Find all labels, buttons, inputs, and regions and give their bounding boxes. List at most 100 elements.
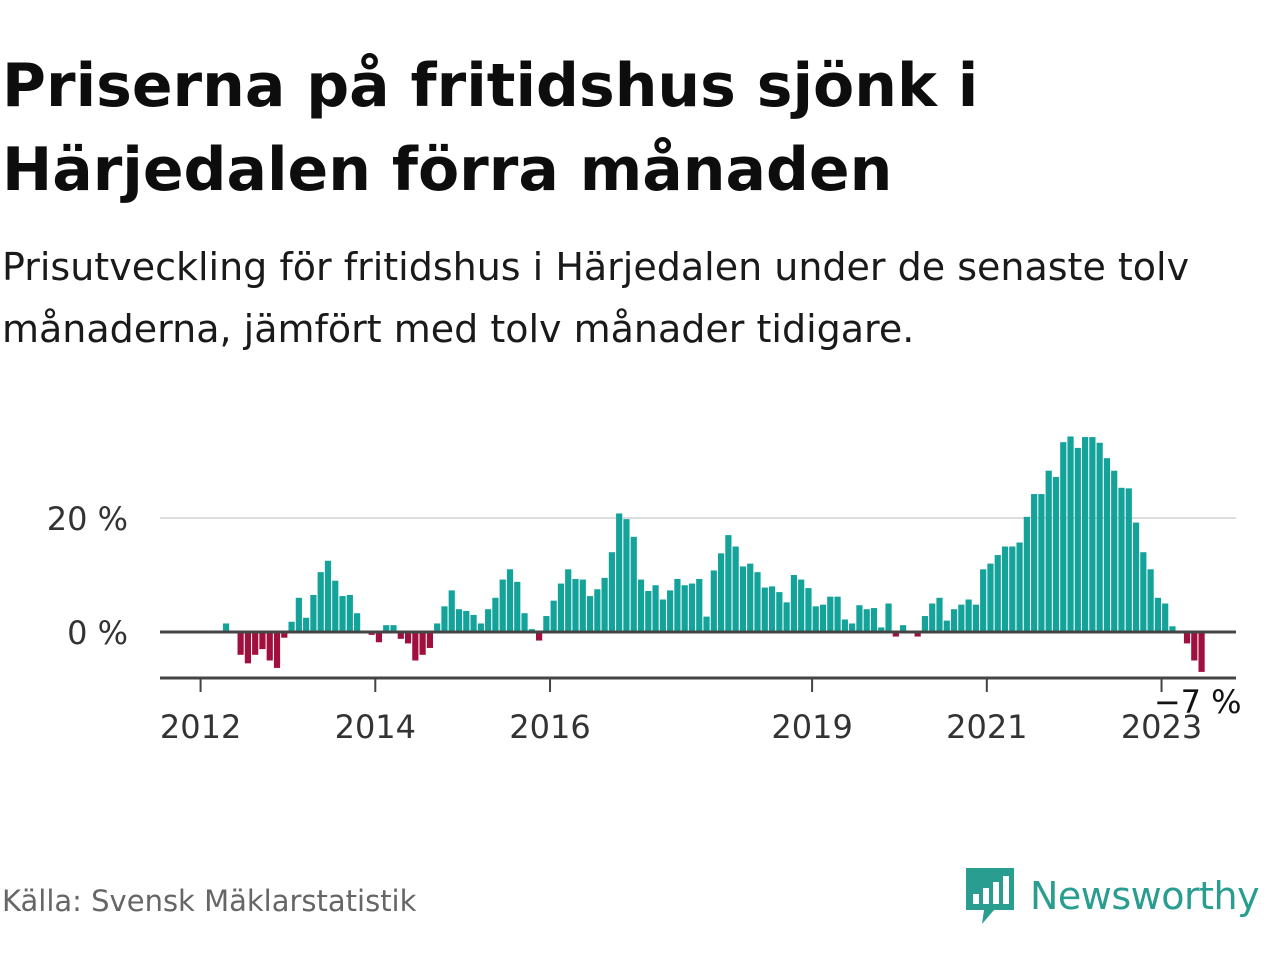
bar — [288, 621, 295, 632]
bar — [659, 599, 666, 632]
bar — [885, 603, 892, 632]
bar — [303, 617, 310, 632]
bar — [499, 579, 506, 632]
bar — [1023, 516, 1030, 632]
bar — [455, 609, 463, 632]
bar — [703, 616, 710, 632]
x-tick-label: 2023 — [1121, 708, 1202, 746]
bar — [295, 597, 302, 632]
bar — [1096, 442, 1103, 632]
bar — [1060, 442, 1067, 632]
bar — [354, 613, 361, 632]
bar — [434, 623, 441, 632]
bar — [783, 602, 790, 632]
bar — [281, 632, 288, 638]
brand-name: Newsworthy — [1030, 874, 1260, 918]
axes — [160, 630, 1236, 692]
bar — [1103, 458, 1111, 632]
bars — [222, 436, 1205, 672]
bar — [252, 632, 259, 655]
bar — [506, 569, 514, 632]
bar — [718, 553, 725, 632]
bar — [594, 589, 601, 632]
y-tick-label: 0 % — [67, 614, 128, 652]
y-tick-label: 20 % — [47, 500, 128, 538]
bar — [994, 555, 1001, 632]
bar — [339, 596, 346, 632]
bar — [586, 596, 594, 632]
bar — [521, 613, 528, 632]
bar — [477, 623, 484, 632]
bar — [1067, 436, 1074, 632]
bar — [1125, 488, 1132, 632]
bar — [310, 594, 317, 632]
bar — [1183, 632, 1191, 644]
bar — [324, 560, 332, 632]
bar — [543, 616, 550, 632]
bar — [1132, 522, 1140, 632]
bar — [652, 585, 659, 632]
bar — [463, 610, 470, 632]
bar — [805, 588, 812, 632]
bar — [776, 592, 783, 632]
bar — [579, 579, 586, 632]
bar — [914, 632, 921, 637]
bar — [1009, 546, 1016, 632]
x-tick-label: 2016 — [509, 708, 590, 746]
bar — [1147, 569, 1154, 632]
bar — [266, 632, 273, 661]
bar — [448, 590, 455, 632]
bar — [674, 578, 681, 632]
bar — [1118, 487, 1125, 632]
x-tick-label: 2019 — [771, 708, 852, 746]
bar — [317, 572, 324, 632]
bar — [950, 609, 958, 632]
bar — [237, 632, 244, 655]
bar — [688, 583, 696, 632]
tick-labels: 0 % 20 % 2012 2014 2016 2019 2021 2023−7 % — [47, 500, 1242, 746]
bar — [616, 513, 623, 632]
bar — [863, 609, 870, 632]
bar — [790, 575, 797, 632]
bar — [754, 572, 761, 632]
bar — [943, 620, 950, 632]
bar — [841, 619, 848, 632]
bar — [1045, 470, 1052, 632]
bar — [681, 585, 688, 632]
bar — [222, 623, 230, 632]
bar — [572, 578, 579, 632]
bar — [856, 605, 863, 632]
bar — [725, 535, 732, 632]
bar — [667, 590, 674, 632]
bar — [390, 625, 397, 632]
bar — [630, 536, 637, 632]
bar — [346, 594, 353, 632]
bar — [1031, 494, 1038, 632]
bar — [375, 632, 383, 643]
newsworthy-logo: Newsworthy — [964, 864, 1260, 928]
bar — [812, 606, 819, 632]
bar — [1154, 597, 1161, 632]
bar — [834, 596, 841, 632]
bar — [536, 632, 543, 641]
bar — [739, 566, 747, 632]
bar — [936, 597, 943, 632]
bar — [637, 579, 645, 632]
bar — [492, 597, 499, 632]
bar — [404, 632, 412, 644]
bar — [1038, 494, 1045, 632]
bar — [397, 632, 404, 639]
bar — [696, 578, 703, 632]
bar — [645, 590, 652, 632]
bar — [244, 632, 251, 664]
bar — [623, 519, 630, 632]
bar — [849, 623, 856, 632]
bar — [557, 583, 565, 632]
bar — [878, 627, 885, 632]
bar — [965, 599, 972, 632]
bar — [921, 616, 929, 632]
chart-title: Priserna på fritidshus sjönk i Härjedale… — [2, 51, 979, 205]
bar — [273, 632, 281, 668]
bar — [761, 587, 768, 632]
bar — [1198, 632, 1205, 672]
